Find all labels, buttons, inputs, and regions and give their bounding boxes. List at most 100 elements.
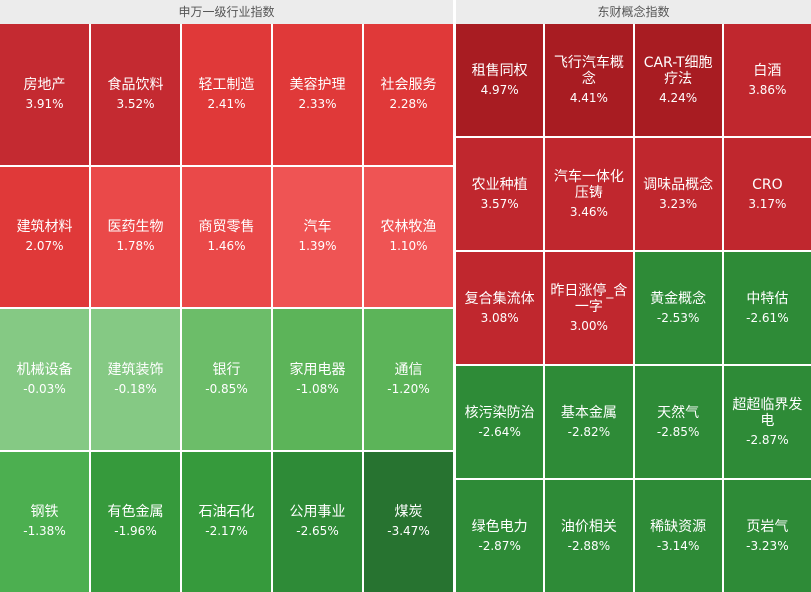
cell-name: 白酒 — [753, 62, 782, 79]
heatmap-cell[interactable]: 家用电器 -1.08% — [273, 309, 362, 450]
heatmap-cell[interactable]: 医药生物 1.78% — [91, 166, 180, 307]
cell-name: 租售同权 — [471, 62, 528, 79]
cell-name: CAR-T细胞疗法 — [643, 54, 713, 87]
heatmap-cell[interactable]: 银行 -0.85% — [182, 309, 271, 450]
cell-change: 2.07% — [25, 239, 64, 254]
cell-change: -1.38% — [23, 524, 66, 539]
cell-name: 美容护理 — [289, 76, 346, 93]
cell-name: 调味品概念 — [643, 176, 714, 193]
cell-change: -0.03% — [23, 381, 66, 396]
heatmap-cell[interactable]: 核污染防治 -2.64% — [456, 366, 544, 478]
cell-name: 超超临界发电 — [732, 396, 803, 429]
heatmap-cell[interactable]: 建筑装饰 -0.18% — [91, 309, 180, 450]
cell-name: 建筑装饰 — [107, 361, 164, 378]
panel-title: 东财概念指数 — [456, 0, 811, 24]
cell-name: 黄金概念 — [650, 290, 707, 307]
heatmap-cell[interactable]: 石油石化 -2.17% — [182, 451, 271, 592]
cell-name: 绿色电力 — [471, 518, 528, 535]
cell-change: 3.86% — [748, 82, 787, 97]
cell-name: 稀缺资源 — [650, 518, 707, 535]
heatmap-cell[interactable]: 复合集流体 3.08% — [456, 252, 544, 364]
cell-name: 银行 — [212, 361, 241, 378]
cell-change: 3.23% — [659, 196, 698, 211]
heatmap-cell[interactable]: 租售同权 4.97% — [456, 24, 544, 136]
cell-name: 煤炭 — [394, 504, 423, 521]
heatmap-cell[interactable]: 超超临界发电 -2.87% — [723, 366, 811, 478]
cell-name: 食品饮料 — [107, 76, 164, 93]
cell-change: -2.82% — [567, 424, 611, 439]
heatmap-cell[interactable]: 食品饮料 3.52% — [91, 24, 180, 165]
heatmap-cell[interactable]: 汽车 1.39% — [273, 166, 362, 307]
cell-change: -2.17% — [205, 524, 248, 539]
heatmap-cell[interactable]: 稀缺资源 -3.14% — [634, 480, 722, 592]
heatmap-cell[interactable]: 页岩气 -3.23% — [723, 480, 811, 592]
heatmap-cell[interactable]: 飞行汽车概念 4.41% — [545, 24, 633, 136]
cell-name: 医药生物 — [107, 219, 164, 236]
cell-change: -0.18% — [114, 381, 157, 396]
cell-change: 3.52% — [116, 96, 155, 111]
heatmap-cell[interactable]: 建筑材料 2.07% — [0, 166, 89, 307]
cell-name: 页岩气 — [746, 518, 789, 535]
heatmap-cell[interactable]: 汽车一体化压铸 3.46% — [545, 138, 633, 250]
cell-name: 基本金属 — [560, 404, 617, 421]
heatmap-cell[interactable]: 中特估 -2.61% — [723, 252, 811, 364]
heatmap-cell[interactable]: 商贸零售 1.46% — [182, 166, 271, 307]
cell-name: 农业种植 — [471, 176, 528, 193]
cell-name: 商贸零售 — [198, 219, 255, 236]
heatmap-cell[interactable]: 昨日涨停_含一字 3.00% — [545, 252, 633, 364]
cell-name: 油价相关 — [560, 518, 617, 535]
cell-name: 机械设备 — [16, 361, 73, 378]
heatmap-cell[interactable]: 钢铁 -1.38% — [0, 451, 89, 592]
heatmap-cell[interactable]: CRO 3.17% — [723, 138, 811, 250]
heatmap-cell[interactable]: 调味品概念 3.23% — [634, 138, 722, 250]
cell-change: -2.87% — [746, 432, 789, 447]
heatmap-cell[interactable]: 天然气 -2.85% — [634, 366, 722, 478]
cell-change: -2.65% — [296, 524, 339, 539]
sw-industry-heatmap: 房地产 3.91% 食品饮料 3.52% 轻工制造 2.41% 美容护理 2.33% 社会服务 2… — [0, 24, 453, 592]
heatmap-cell[interactable]: 油价相关 -2.88% — [545, 480, 633, 592]
heatmap-cell[interactable]: 黄金概念 -2.53% — [634, 252, 722, 364]
cell-change: -3.14% — [656, 538, 700, 553]
cell-name: 房地产 — [23, 76, 66, 93]
cell-name: 社会服务 — [380, 76, 437, 93]
heatmap-cell[interactable]: 机械设备 -0.03% — [0, 309, 89, 450]
heatmap-cell[interactable]: 房地产 3.91% — [0, 24, 89, 165]
cell-change: 2.41% — [207, 96, 246, 111]
cell-change: -2.64% — [478, 424, 521, 439]
heatmap-cell[interactable]: CAR-T细胞疗法 4.24% — [634, 24, 722, 136]
cell-change: 3.46% — [569, 204, 608, 219]
heatmap-cell[interactable]: 基本金属 -2.82% — [545, 366, 633, 478]
cell-change: -3.23% — [746, 538, 789, 553]
cell-change: -0.85% — [205, 381, 248, 396]
cell-change: 3.08% — [480, 310, 519, 325]
panel-title: 申万一级行业指数 — [0, 0, 453, 24]
cell-change: -2.88% — [567, 538, 611, 553]
heatmap-cell[interactable]: 美容护理 2.33% — [273, 24, 362, 165]
cell-name: CRO — [752, 176, 783, 193]
heatmap-cell[interactable]: 白酒 3.86% — [723, 24, 811, 136]
cell-change: -1.96% — [114, 524, 157, 539]
cell-name: 轻工制造 — [198, 76, 255, 93]
cell-name: 钢铁 — [30, 504, 59, 521]
cell-name: 建筑材料 — [16, 219, 73, 236]
cell-change: 4.41% — [569, 90, 608, 105]
heatmap-cell[interactable]: 绿色电力 -2.87% — [456, 480, 544, 592]
heatmap-cell[interactable]: 公用事业 -2.65% — [273, 451, 362, 592]
heatmap-cell[interactable]: 农业种植 3.57% — [456, 138, 544, 250]
heatmap-cell[interactable]: 煤炭 -3.47% — [364, 451, 453, 592]
cell-change: -1.20% — [387, 381, 430, 396]
heatmap-cell[interactable]: 农林牧渔 1.10% — [364, 166, 453, 307]
cell-change: -2.53% — [656, 310, 700, 325]
cell-change: 2.33% — [298, 96, 337, 111]
heatmap-cell[interactable]: 轻工制造 2.41% — [182, 24, 271, 165]
heatmap-cell[interactable]: 社会服务 2.28% — [364, 24, 453, 165]
cell-change: 3.91% — [25, 96, 64, 111]
cell-change: 2.28% — [389, 96, 428, 111]
cell-name: 家用电器 — [289, 361, 346, 378]
heatmap-cell[interactable]: 通信 -1.20% — [364, 309, 453, 450]
heatmap-cell[interactable]: 有色金属 -1.96% — [91, 451, 180, 592]
cell-change: 3.17% — [748, 196, 787, 211]
cell-name: 汽车 — [303, 219, 332, 236]
cell-change: 1.78% — [116, 239, 155, 254]
cell-name: 中特估 — [746, 290, 789, 307]
